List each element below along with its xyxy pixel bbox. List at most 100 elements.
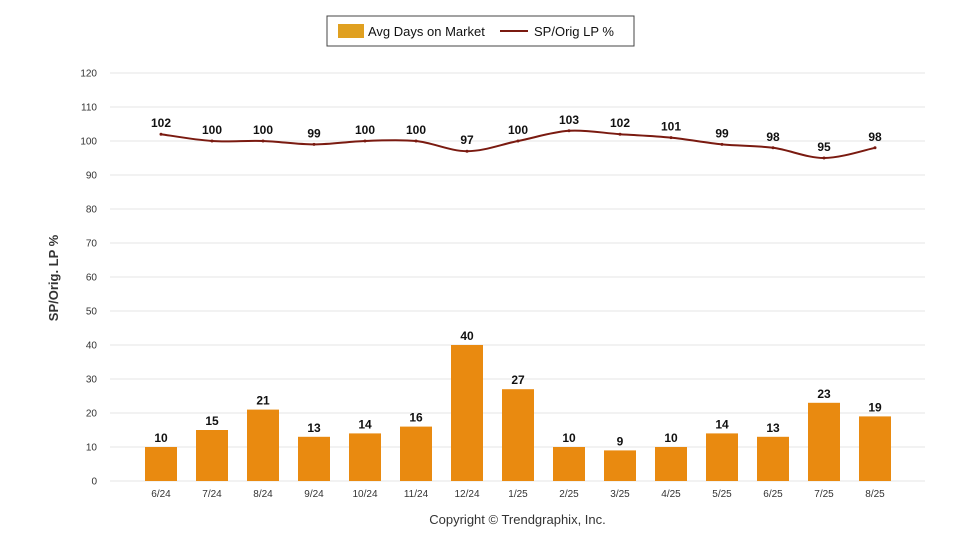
line-data-label: 99: [307, 126, 321, 140]
x-tick-label: 3/25: [610, 489, 630, 500]
bar-data-label: 13: [766, 421, 780, 435]
y-tick-label: 0: [91, 477, 97, 488]
bar-data-label: 10: [664, 431, 678, 445]
legend-box: [326, 15, 635, 47]
x-axis: 6/24 7/24 8/24 9/24 10/24 11/24 12/24 1/25 2/25 3…: [151, 489, 885, 500]
bar-data-label: 9: [617, 434, 624, 448]
x-tick-label: 6/25: [763, 489, 783, 500]
y-tick-label: 10: [86, 443, 98, 454]
x-tick-label: 6/24: [151, 489, 171, 500]
bar-data-label: 14: [358, 417, 372, 431]
y-tick-label: 50: [86, 307, 98, 318]
bar-data-label: 15: [205, 414, 219, 428]
y-tick-label: 110: [81, 103, 97, 114]
bar-data-label: 14: [715, 417, 729, 431]
x-tick-label: 11/24: [404, 489, 429, 500]
line-data-label: 102: [151, 116, 171, 130]
bar-data-label: 16: [409, 411, 423, 425]
line-data-label: 103: [559, 113, 579, 127]
line-series: 102 100 100 99 100 100 97 100 103 102 101 99 98 95 98: [151, 113, 882, 160]
legend-line-label: SP/Orig LP %: [534, 24, 614, 39]
line-point: [261, 139, 265, 143]
bar: [247, 409, 279, 481]
bar: [808, 402, 840, 481]
bar: [757, 436, 789, 481]
line-data-label: 98: [868, 130, 882, 144]
bar: [349, 433, 381, 481]
bar-data-label: 19: [868, 400, 882, 414]
x-tick-label: 7/25: [814, 489, 834, 500]
copyright-text: Copyright © Trendgraphix, Inc.: [429, 512, 606, 527]
y-tick-label: 40: [86, 341, 98, 352]
y-tick-label: 60: [86, 273, 98, 284]
line-point: [414, 139, 418, 143]
y-tick-label: 90: [86, 171, 98, 182]
line-point: [669, 136, 673, 140]
y-tick-label: 80: [86, 205, 98, 216]
line-data-label: 95: [817, 140, 831, 154]
line-data-label: 100: [355, 123, 375, 137]
bar: [145, 447, 177, 481]
bar: [706, 433, 738, 481]
line-point: [516, 139, 520, 143]
x-tick-label: 5/25: [712, 489, 732, 500]
line-point: [363, 139, 367, 143]
y-tick-label: 70: [86, 239, 98, 250]
line-data-label: 101: [661, 120, 681, 134]
bar: [604, 450, 636, 481]
line-data-label: 102: [610, 116, 630, 130]
line-point: [210, 139, 214, 143]
x-tick-label: 2/25: [559, 489, 579, 500]
line-point: [159, 132, 163, 136]
bar-series: 10 15 21 13 14 16 40 27 10 9 10 14 13 23 19: [145, 329, 891, 481]
bar: [655, 447, 687, 481]
bar: [553, 447, 585, 481]
line-point: [465, 149, 469, 153]
line-point: [822, 156, 826, 160]
y-axis-title: SP/Orig. LP %: [46, 234, 61, 321]
bar: [859, 416, 891, 481]
y-tick-label: 100: [80, 137, 97, 148]
x-tick-label: 7/24: [202, 489, 222, 500]
x-tick-label: 10/24: [352, 489, 377, 500]
bar-data-label: 40: [460, 329, 474, 343]
line-data-label: 100: [406, 123, 426, 137]
line-data-label: 97: [460, 133, 474, 147]
x-tick-label: 9/24: [304, 489, 324, 500]
line-data-label: 100: [202, 123, 222, 137]
bar: [502, 389, 534, 481]
bar-data-label: 10: [562, 431, 576, 445]
y-axis: 0 10 20 30 40 50 60 70 80 90 100 110 120: [80, 69, 97, 488]
line-point: [873, 146, 877, 150]
bar: [451, 345, 483, 481]
x-tick-label: 8/24: [253, 489, 273, 500]
line-point: [720, 142, 724, 146]
x-tick-label: 12/24: [454, 489, 479, 500]
line-data-label: 99: [715, 126, 729, 140]
line-data-label: 98: [766, 130, 780, 144]
bar-data-label: 10: [154, 431, 168, 445]
legend-bar-label: Avg Days on Market: [368, 24, 485, 39]
line-point: [771, 146, 775, 150]
y-tick-label: 30: [86, 375, 98, 386]
bar-data-label: 23: [817, 387, 831, 401]
x-tick-label: 8/25: [865, 489, 885, 500]
line-data-label: 100: [253, 123, 273, 137]
bar: [196, 430, 228, 481]
line-point: [567, 129, 571, 133]
bar: [298, 436, 330, 481]
bar-data-label: 21: [256, 394, 270, 408]
bar-data-label: 13: [307, 421, 321, 435]
line-data-label: 100: [508, 123, 528, 137]
x-tick-label: 1/25: [508, 489, 528, 500]
legend-bar-swatch: [338, 24, 364, 38]
line-point: [618, 132, 622, 136]
line-point: [312, 142, 316, 146]
bar: [400, 426, 432, 481]
x-tick-label: 4/25: [661, 489, 681, 500]
y-tick-label: 20: [86, 409, 98, 420]
y-tick-label: 120: [80, 69, 97, 80]
bar-data-label: 27: [511, 373, 525, 387]
legend: Avg Days on Market SP/Orig LP %: [326, 15, 635, 47]
